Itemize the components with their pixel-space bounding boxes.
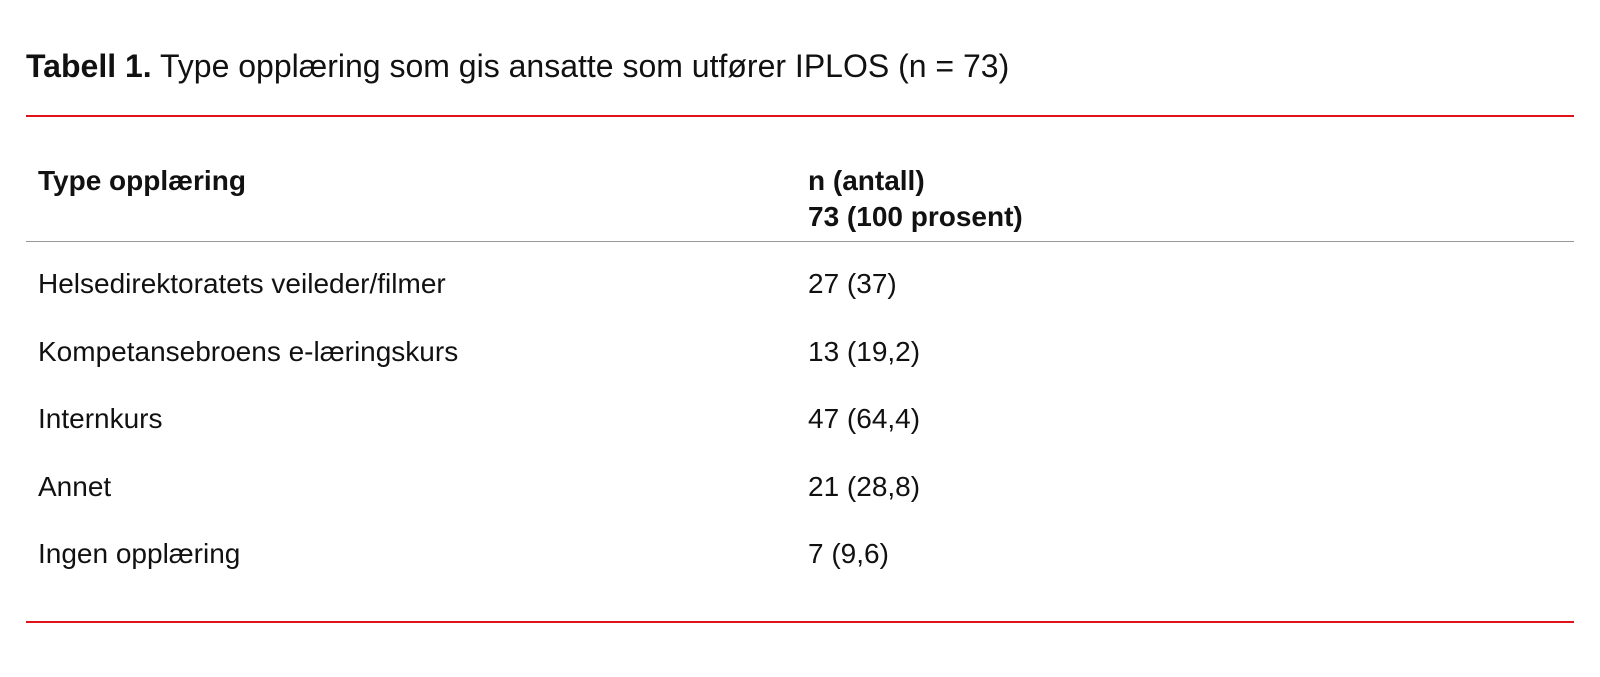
row-label: Annet (38, 471, 112, 502)
row-label: Internkurs (38, 403, 163, 434)
row-value: 21 (28,8) (808, 471, 921, 502)
top-rule (26, 115, 1574, 117)
row-value: 7 (9,6) (808, 538, 889, 569)
row-label: Helsedirektoratets veileder/filmer (38, 268, 446, 299)
caption-text: Type opplæring som gis ansatte som utfør… (151, 48, 1010, 84)
header-n: n (antall) (808, 165, 925, 196)
row-label: Ingen opplæring (38, 538, 241, 569)
header-total: 73 (100 prosent) (808, 201, 1023, 232)
header-type: Type opplæring (38, 165, 246, 196)
caption-label: Tabell 1. (26, 48, 152, 84)
header-divider (26, 241, 1574, 242)
bottom-rule (26, 621, 1574, 623)
row-value: 47 (64,4) (808, 403, 921, 434)
row-label: Kompetansebroens e-læringskurs (38, 336, 459, 367)
row-value: 13 (19,2) (808, 336, 921, 367)
row-value: 27 (37) (808, 268, 897, 299)
table-caption: Tabell 1. Type opplæring som gis ansatte… (26, 48, 1009, 85)
